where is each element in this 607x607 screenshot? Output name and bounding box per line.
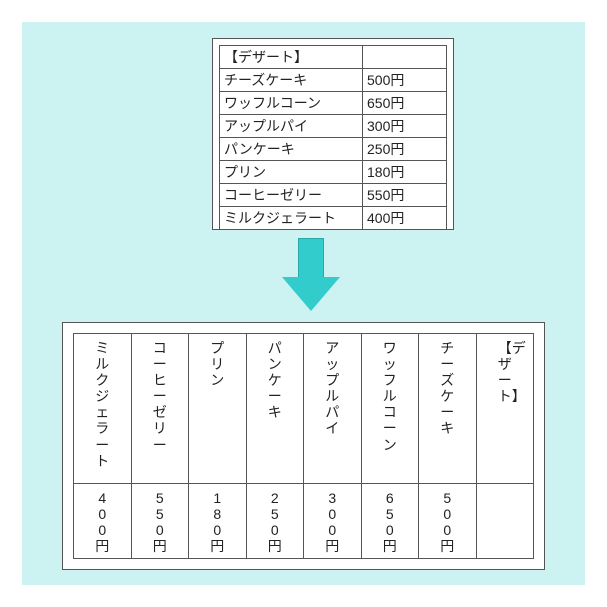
item-name: ワッフルコーン [383,340,397,453]
top-table-panel: 【デザート】 チーズケーキ 500円 ワッフルコーン 650円 アップルパイ 3… [212,38,454,230]
header-cell: 【デザート】 [220,46,363,69]
item-name-cell: アップルパイ [304,334,362,484]
item-price: 550円 [367,187,404,203]
item-price: 250円 [268,490,282,554]
item-name-cell: チーズケーキ [220,69,363,92]
item-name-cell: ワッフルコーン [361,334,419,484]
item-name-cell: プリン [220,161,363,184]
item-name: コーヒーゼリー [224,187,322,203]
item-name: アップルパイ [325,340,339,437]
item-price-cell: 180円 [189,484,247,559]
item-name-cell: コーヒーゼリー [131,334,189,484]
header-label: 【デザート】 [224,49,308,65]
item-price: 550円 [153,490,167,554]
item-price: 650円 [383,490,397,554]
header-empty-cell [476,484,534,559]
item-name: ミルクジェラート [224,210,336,226]
item-name: パンケーキ [224,141,295,157]
item-price: 300円 [367,118,404,134]
item-name: コーヒーゼリー [153,340,167,453]
item-price: 500円 [440,490,454,554]
item-price-cell: 550円 [131,484,189,559]
item-name: ミルクジェラート [95,340,109,469]
item-price-cell: 650円 [363,92,447,115]
item-price-cell: 250円 [363,138,447,161]
item-name-cell: ワッフルコーン [220,92,363,115]
item-name-cell: コーヒーゼリー [220,184,363,207]
item-price-cell: 650円 [361,484,419,559]
item-price: 650円 [367,95,404,111]
item-price-cell: 300円 [304,484,362,559]
item-name: パンケーキ [268,340,282,420]
item-price: 400円 [95,490,109,554]
header-label: 【デザート】 [498,340,512,404]
item-price: 400円 [367,210,404,226]
item-price-cell: 250円 [246,484,304,559]
item-price: 500円 [367,72,404,88]
item-name-cell: チーズケーキ [419,334,477,484]
item-price: 250円 [367,141,404,157]
item-price-cell: 400円 [74,484,132,559]
item-name: アップルパイ [224,118,308,134]
item-name-cell: プリン [189,334,247,484]
item-price: 300円 [325,490,339,554]
header-cell: 【デザート】 [476,334,534,484]
dessert-table-vertical: ミルクジェラート コーヒーゼリー プリン パンケーキ アップルパイ ワッフルコーン チーズケ… [73,333,534,559]
canvas-background: 【デザート】 チーズケーキ 500円 ワッフルコーン 650円 アップルパイ 3… [22,22,585,585]
item-name: チーズケーキ [440,340,454,437]
item-price-cell: 300円 [363,115,447,138]
item-name-cell: ミルクジェラート [220,207,363,230]
item-name: ワッフルコーン [224,95,321,111]
item-price: 180円 [210,490,224,554]
header-empty-cell [363,46,447,69]
item-name: プリン [224,164,266,180]
dessert-table-horizontal: 【デザート】 チーズケーキ 500円 ワッフルコーン 650円 アップルパイ 3… [219,45,447,230]
item-price-cell: 550円 [363,184,447,207]
item-name-cell: ミルクジェラート [74,334,132,484]
item-name-cell: アップルパイ [220,115,363,138]
item-name-cell: パンケーキ [246,334,304,484]
item-name: チーズケーキ [224,72,307,88]
item-price-cell: 500円 [419,484,477,559]
item-name: プリン [210,340,224,388]
down-arrow-icon [282,238,340,312]
item-name-cell: パンケーキ [220,138,363,161]
bottom-table-panel: ミルクジェラート コーヒーゼリー プリン パンケーキ アップルパイ ワッフルコーン チーズケ… [62,322,545,570]
item-price-cell: 400円 [363,207,447,230]
item-price-cell: 500円 [363,69,447,92]
item-price-cell: 180円 [363,161,447,184]
item-price: 180円 [367,164,404,180]
